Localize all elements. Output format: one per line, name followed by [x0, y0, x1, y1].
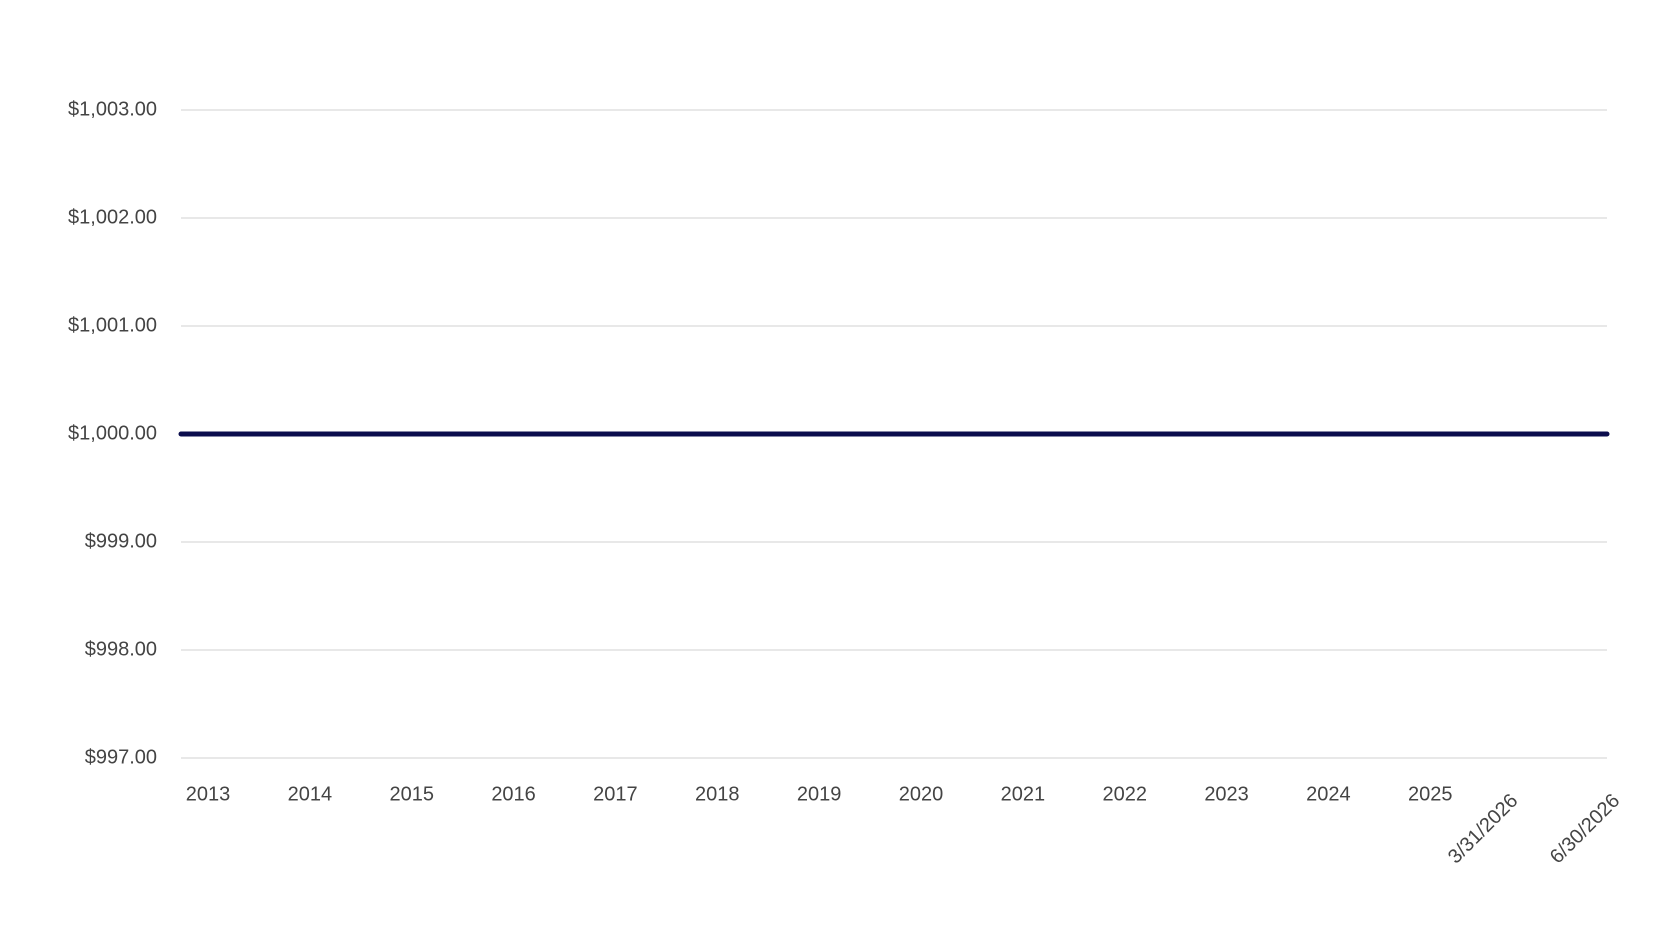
y-tick-label: $998.00: [85, 638, 157, 660]
y-tick-label: $1,001.00: [68, 314, 157, 336]
x-tick-label: 2015: [389, 783, 434, 805]
x-tick-label: 2019: [797, 783, 842, 805]
x-tick-label: 2024: [1306, 783, 1351, 805]
y-tick-label: $999.00: [85, 530, 157, 552]
x-tick-label: 2017: [593, 783, 638, 805]
y-tick-label: $1,000.00: [68, 422, 157, 444]
x-tick-label: 3/31/2026: [1444, 790, 1522, 868]
y-tick-label: $997.00: [85, 746, 157, 768]
x-tick-label: 2013: [186, 783, 231, 805]
x-tick-label: 2016: [491, 783, 536, 805]
x-tick-label: 2022: [1102, 783, 1147, 805]
y-tick-label: $1,003.00: [68, 98, 157, 120]
x-tick-label: 2023: [1204, 783, 1249, 805]
x-tick-label: 6/30/2026: [1546, 790, 1624, 868]
x-tick-label: 2018: [695, 783, 740, 805]
x-tick-label: 2025: [1408, 783, 1453, 805]
x-tick-label: 2020: [899, 783, 944, 805]
x-tick-label: 2021: [1001, 783, 1046, 805]
y-tick-label: $1,002.00: [68, 206, 157, 228]
x-tick-label: 2014: [288, 783, 333, 805]
